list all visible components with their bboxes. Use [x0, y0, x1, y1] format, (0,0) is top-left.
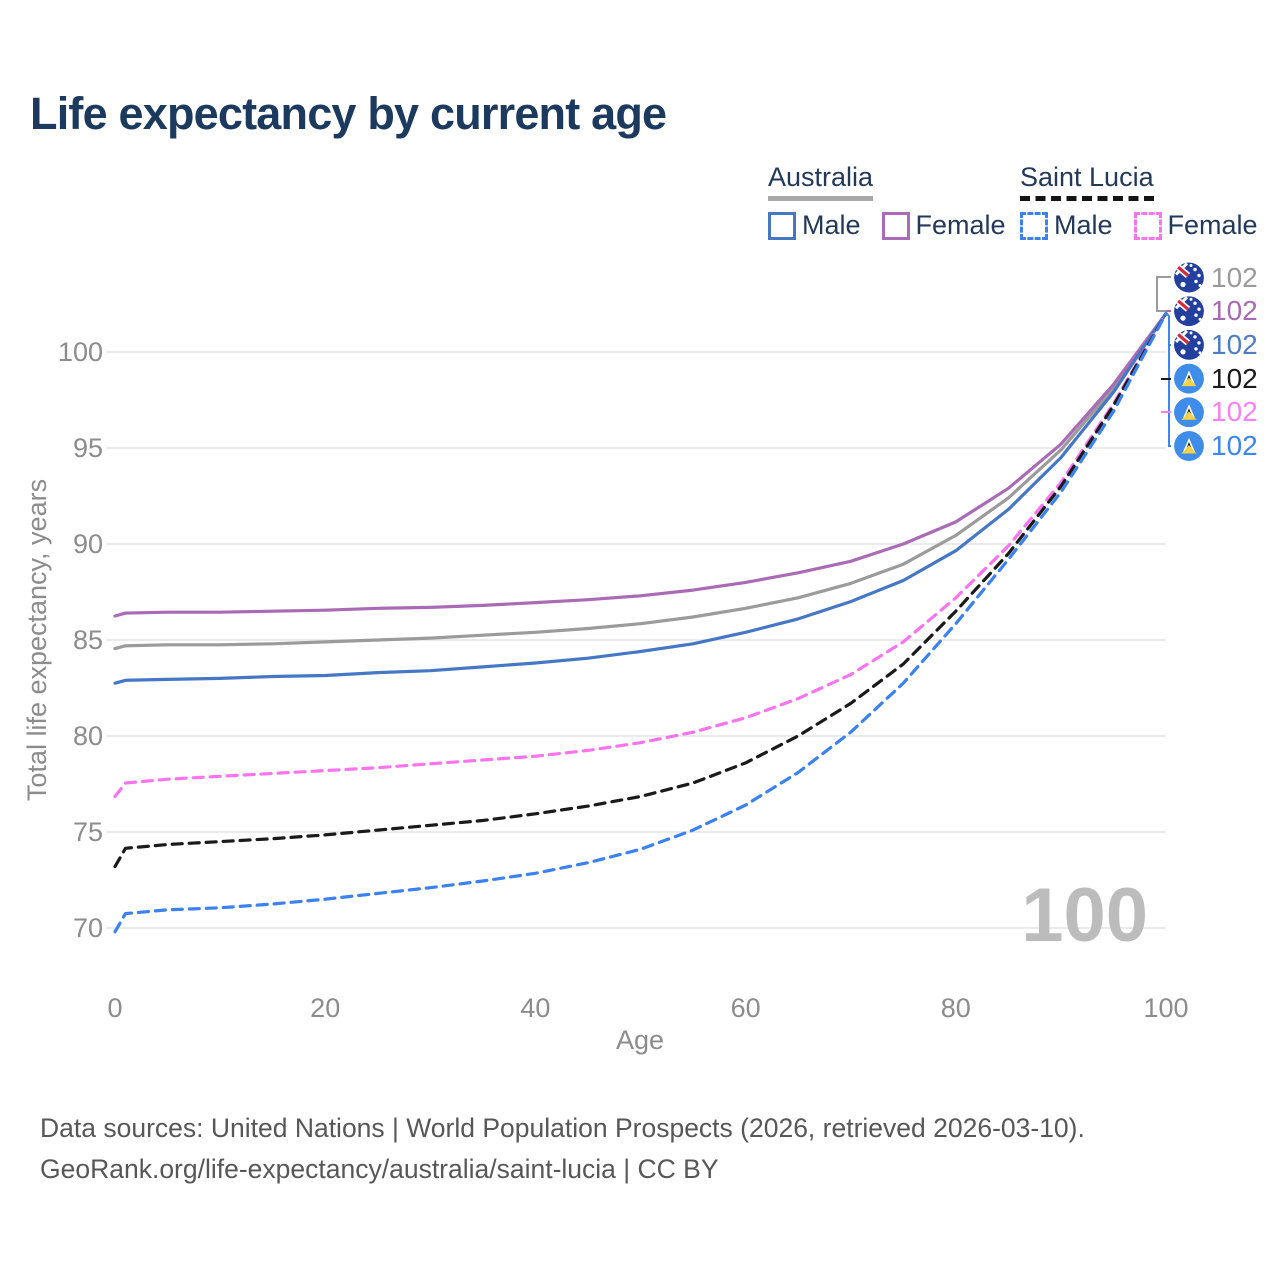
end-label-row: 102: [1211, 363, 1258, 395]
end-value: 102: [1211, 430, 1258, 461]
y-tick-label: 75: [73, 817, 103, 847]
legend-country-australia: Australia: [768, 162, 874, 201]
y-tick-label: 100: [58, 337, 103, 367]
page-title: Life expectancy by current age: [30, 88, 667, 139]
end-label-row: 102: [1211, 396, 1258, 428]
legend-swatch-australia-male: [768, 211, 796, 240]
legend-label-australia-female: Female: [915, 210, 1006, 240]
legend-country-saintlucia: Saint Lucia: [1020, 162, 1154, 201]
australia-flag-icon: [1174, 296, 1204, 327]
legend-swatch-australia-female: [881, 211, 910, 240]
end-value: 102: [1211, 295, 1258, 327]
legend-group-saintlucia: Saint Lucia Male Female: [1020, 162, 1279, 241]
legend-label-saintlucia-male: Male: [1054, 210, 1113, 240]
x-tick-label: 20: [310, 993, 340, 1023]
end-value: 102: [1211, 362, 1258, 394]
saint-lucia-flag-icon: [1174, 363, 1204, 394]
series-line-saintlucia-all: [113, 312, 1168, 869]
age-watermark: 100: [1021, 873, 1148, 958]
y-axis-title: Total life expectancy, years: [22, 479, 52, 801]
x-tick-label: 0: [107, 993, 122, 1023]
legend-item-saintlucia-female[interactable]: Female: [1133, 210, 1258, 241]
end-value: 102: [1211, 328, 1258, 360]
y-tick-label: 90: [73, 529, 103, 559]
legend-swatch-saintlucia-male: [1020, 211, 1048, 240]
saint-lucia-flag-icon: [1174, 397, 1204, 428]
data-source-line: Data sources: United Nations | World Pop…: [40, 1113, 1085, 1143]
x-tick-label: 80: [941, 993, 971, 1023]
end-value: 102: [1211, 396, 1258, 428]
legend-item-saintlucia-male[interactable]: Male: [1020, 210, 1113, 241]
x-axis-title: Age: [616, 1025, 664, 1055]
series-line-australia-all: [113, 312, 1168, 651]
x-tick-label: 60: [731, 993, 761, 1023]
end-label-row: 102: [1211, 430, 1258, 462]
legend-swatch-saintlucia-female: [1133, 211, 1162, 240]
y-tick-label: 95: [73, 433, 103, 463]
legend-label-australia-male: Male: [802, 210, 861, 240]
saint-lucia-flag-icon: [1174, 431, 1204, 461]
legend-item-australia-male[interactable]: Male: [768, 210, 861, 241]
legend-label-saintlucia-female: Female: [1167, 210, 1258, 240]
series-line-australia-female: [113, 312, 1168, 618]
australia-flag-icon: [1174, 329, 1204, 360]
legend-item-australia-female[interactable]: Female: [881, 210, 1006, 241]
connector-line: [1165, 312, 1171, 447]
y-tick-label: 85: [73, 625, 103, 655]
series-line-australia-male: [113, 312, 1168, 685]
series-line-saintlucia-female: [113, 312, 1168, 799]
end-label-row: 102: [1211, 262, 1258, 294]
end-label-row: 102: [1211, 295, 1258, 327]
end-label-row: 102: [1211, 329, 1258, 361]
australia-flag-icon: [1174, 262, 1204, 293]
connector-line: [1156, 276, 1171, 312]
legend-group-australia: Australia Male Female: [768, 162, 1027, 241]
footer-attribution: Data sources: United Nations | World Pop…: [40, 1108, 1085, 1190]
x-tick-label: 40: [520, 993, 550, 1023]
y-tick-label: 80: [73, 721, 103, 751]
end-value: 102: [1211, 261, 1258, 293]
x-tick-label: 100: [1143, 993, 1188, 1023]
series-line-saintlucia-male: [113, 312, 1168, 934]
y-tick-label: 70: [73, 913, 103, 943]
source-url-line: GeoRank.org/life-expectancy/australia/sa…: [40, 1154, 719, 1184]
